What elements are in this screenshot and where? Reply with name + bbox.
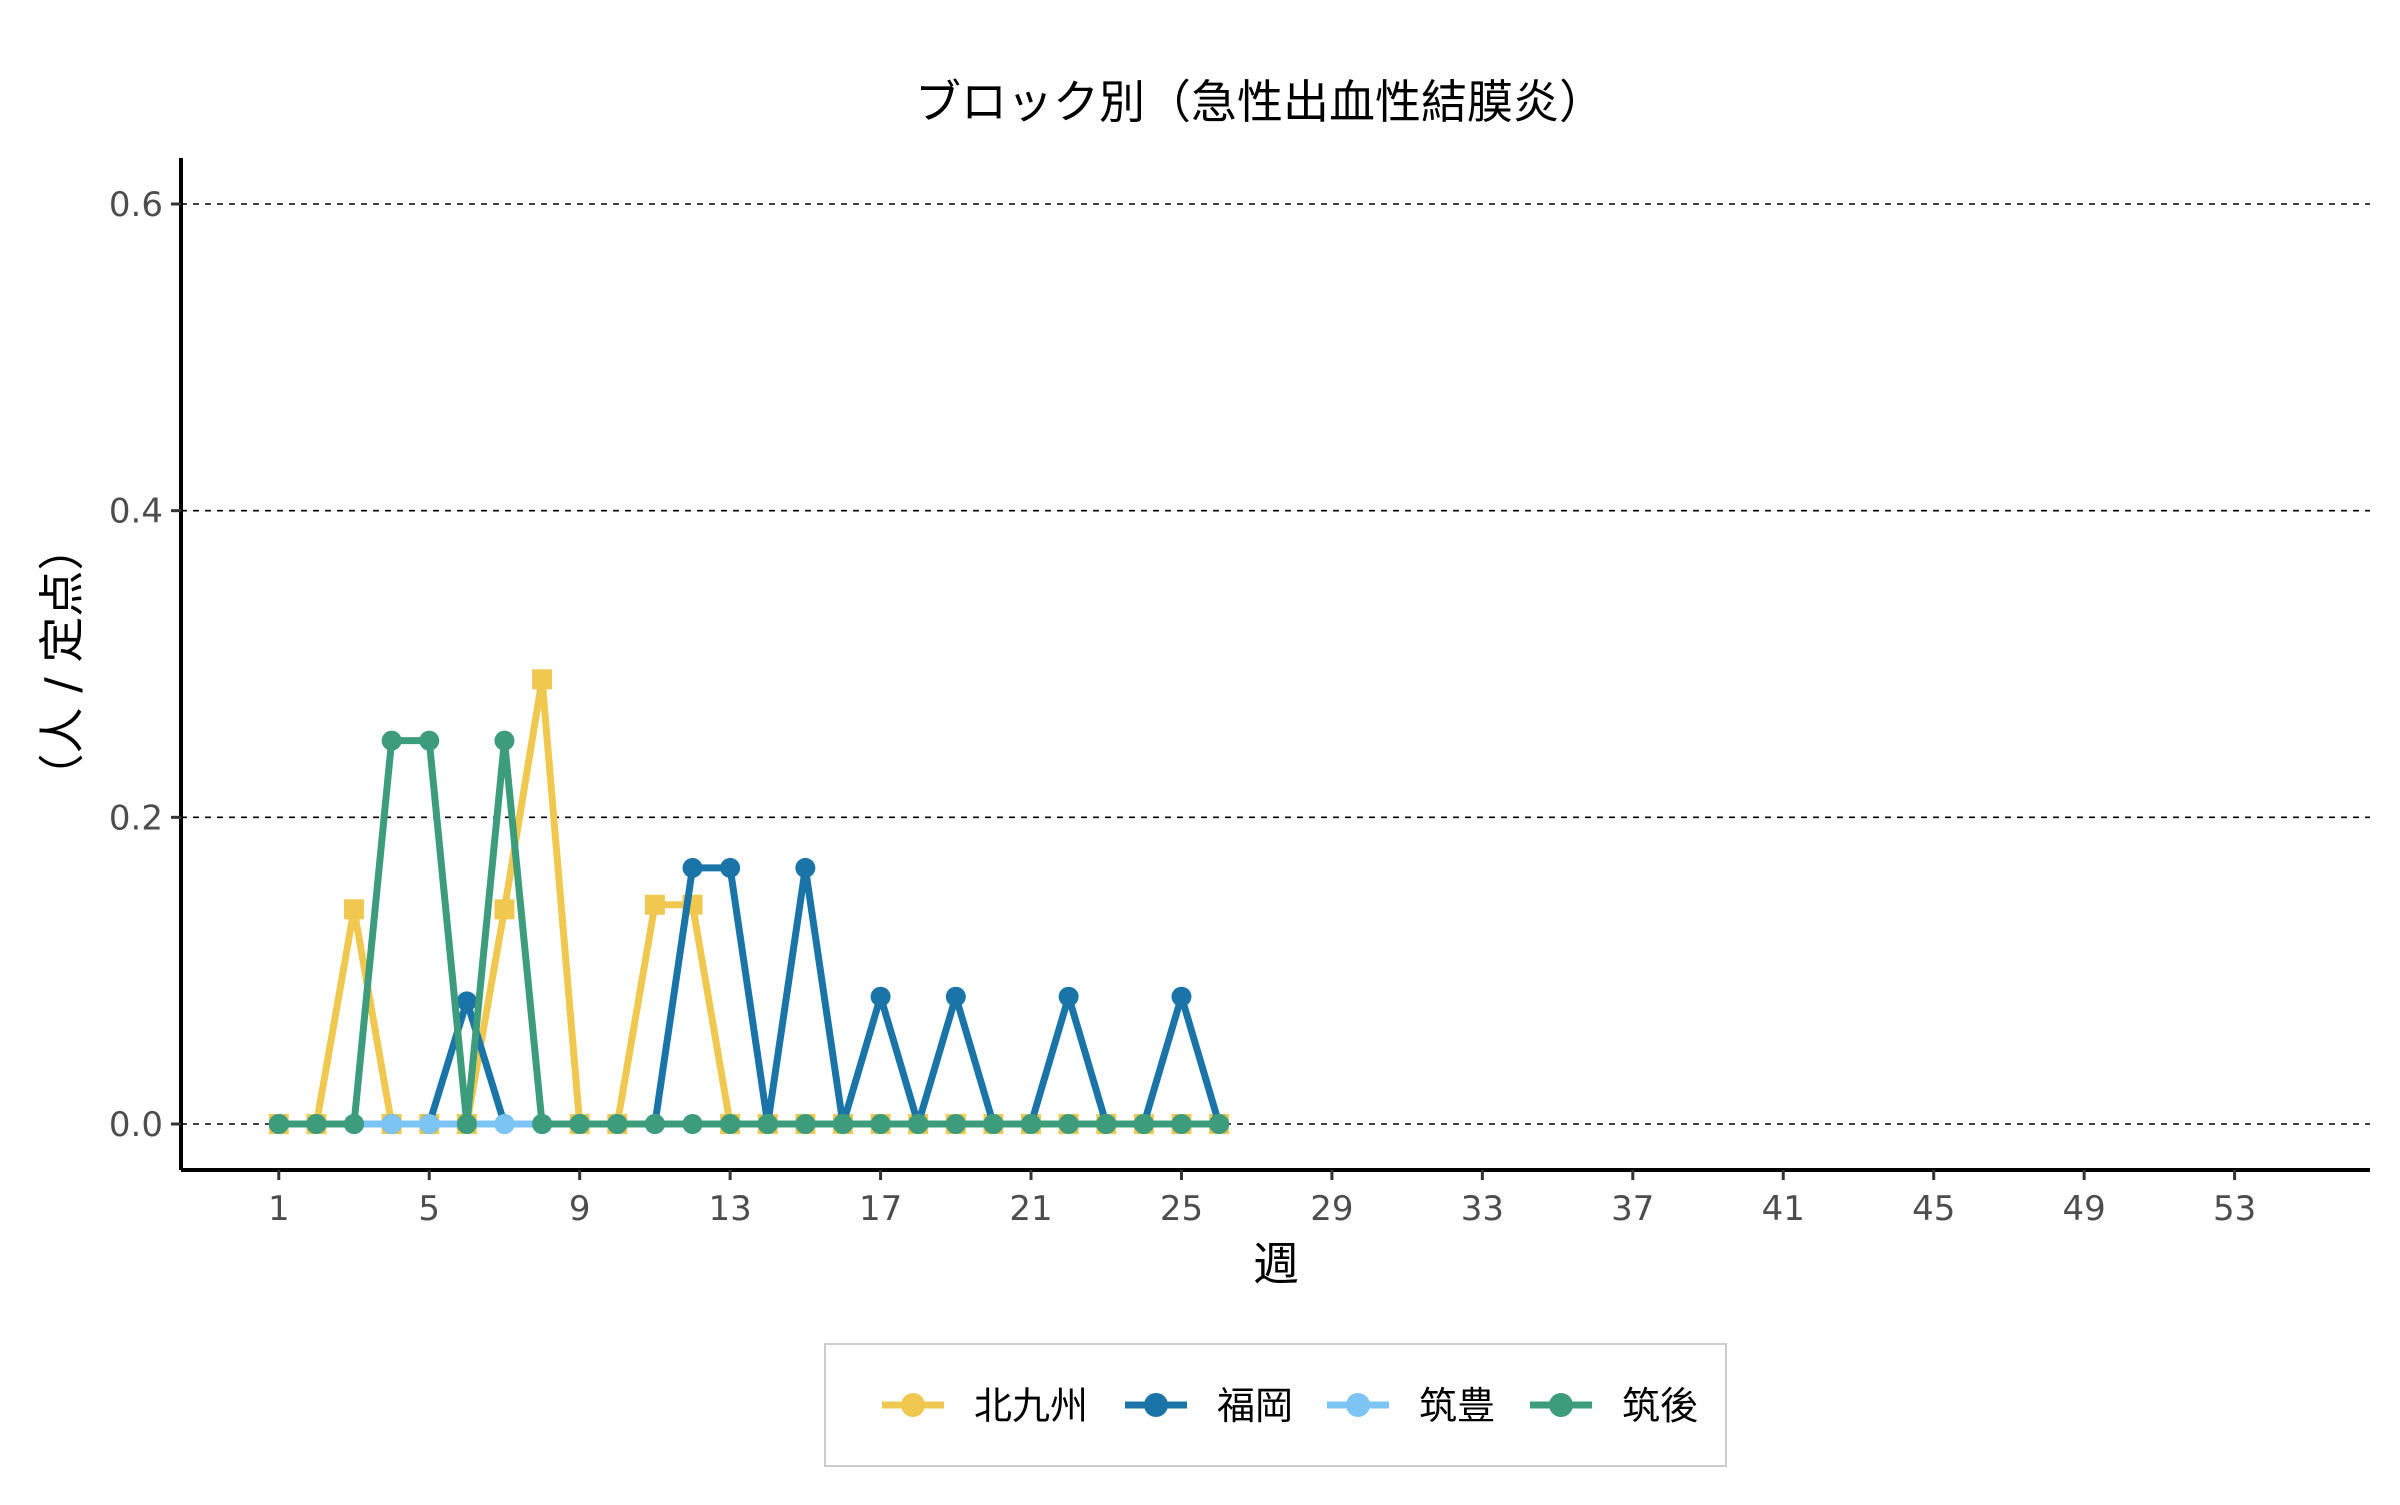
data-point [1171,1114,1192,1134]
data-point [832,1114,853,1134]
x-tick-label: 41 [1762,1189,1805,1229]
legend-item: 福岡 [1125,1384,1293,1428]
series-line [278,737,1220,1128]
legend-swatch-marker [901,1393,925,1417]
legend-items: 北九州 福岡 筑豊 筑後 [882,1384,1698,1428]
data-point [870,986,891,1007]
x-tick-label: 37 [1611,1189,1654,1229]
axis-ticks: 0.0 0.2 0.4 0.6 1 5 9 13 17 21 25 29 33 37 41 45 49 53 [109,185,2256,1229]
x-axis-title: 週 [1253,1237,1299,1291]
x-tick-label: 13 [708,1189,751,1229]
data-point [1021,1114,1042,1134]
chart-title: ブロック別（急性出血性結膜炎） [915,75,1605,129]
data-point [494,1114,515,1134]
x-tick-label: 9 [569,1189,591,1229]
x-tick-label: 53 [2213,1189,2256,1229]
legend-swatch-marker [1549,1393,1573,1417]
data-point [494,899,515,920]
data-point [720,1114,741,1134]
data-point [1171,986,1192,1007]
legend: 北九州 福岡 筑豊 筑後 [824,1343,1727,1467]
legend-label: 北九州 [974,1384,1088,1428]
data-point [381,1114,402,1134]
data-point [1133,1114,1154,1134]
series-line [278,864,1223,1128]
legend-swatch-marker [1144,1393,1168,1417]
y-axis-title: （人 / 定点） [35,525,89,800]
x-tick-label: 21 [1009,1189,1052,1229]
series-lines [268,669,1230,1134]
data-point [1058,986,1079,1007]
data-point [344,899,365,920]
x-tick-label: 17 [859,1189,902,1229]
x-tick-label: 45 [1912,1189,1955,1229]
data-point [870,1114,891,1134]
data-point [456,1114,477,1134]
x-tick-label: 33 [1461,1189,1504,1229]
data-point [1209,1114,1230,1134]
y-tick-label: 0.2 [109,798,163,838]
data-point [757,1114,778,1134]
data-point [607,1114,628,1134]
data-point [268,1114,289,1134]
data-point [720,857,741,878]
axes [179,158,2370,1172]
data-point [682,1114,703,1134]
grid-lines [181,203,2370,1125]
data-point [945,1114,966,1134]
data-point [456,991,477,1012]
data-point [795,1114,816,1134]
y-tick-label: 0.6 [109,185,163,225]
data-point [306,1114,327,1134]
data-point [419,730,440,751]
data-point [532,1114,553,1134]
data-point [344,1114,365,1134]
legend-label: 福岡 [1217,1384,1293,1428]
data-point [569,1114,590,1134]
legend-swatch-marker [1346,1393,1370,1417]
x-tick-label: 25 [1160,1189,1203,1229]
data-point [795,857,816,878]
data-point [532,669,553,690]
legend-item: 筑後 [1530,1384,1698,1428]
data-point [682,857,703,878]
y-tick-label: 0.4 [109,492,163,532]
series-3 [268,730,1230,1134]
series-1 [268,857,1230,1134]
data-point [945,986,966,1007]
series-line [278,675,1220,1128]
x-tick-label: 5 [418,1189,440,1229]
legend-item: 筑豊 [1327,1384,1495,1428]
legend-item: 北九州 [882,1384,1088,1428]
x-tick-label: 1 [268,1189,290,1229]
legend-label: 筑豊 [1419,1384,1495,1428]
data-point [908,1114,929,1134]
legend-label: 筑後 [1622,1384,1698,1428]
data-point [644,1114,665,1134]
data-point [983,1114,1004,1134]
y-tick-label: 0.0 [109,1105,163,1145]
x-tick-label: 29 [1310,1189,1353,1229]
data-point [644,894,665,915]
data-point [381,730,402,751]
data-point [1058,1114,1079,1134]
data-point [494,730,515,751]
x-tick-label: 49 [2063,1189,2106,1229]
data-point [1096,1114,1117,1134]
data-point [419,1114,440,1134]
